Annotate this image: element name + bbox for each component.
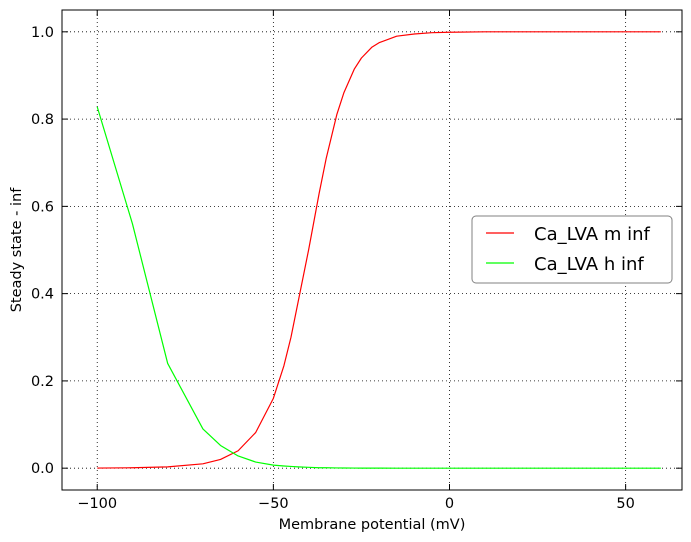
ticks: −100 −50 0 50 0.0 0.2 0.4 0.6 0.8 1.0	[31, 10, 682, 512]
x-tick-label: 0	[445, 496, 454, 512]
series-line-0	[97, 31, 661, 469]
legend-label-m-inf: Ca_LVA m inf	[534, 224, 651, 245]
x-tick-label: −100	[77, 496, 117, 512]
series-lines	[96, 31, 661, 469]
x-tick-label: 50	[616, 496, 634, 512]
series-line-1	[96, 106, 661, 469]
y-tick-label: 0.6	[31, 199, 54, 215]
x-tick-label: −50	[258, 496, 289, 512]
y-tick-label: 0.0	[31, 461, 54, 477]
y-axis-label: Steady state - inf	[9, 187, 25, 312]
legend: Ca_LVA m inf Ca_LVA h inf	[471, 215, 673, 284]
legend-box	[471, 215, 673, 284]
x-axis-label: Membrane potential (mV)	[279, 517, 466, 533]
y-tick-label: 0.2	[31, 374, 54, 390]
y-tick-label: 0.4	[31, 287, 54, 303]
y-tick-label: 1.0	[31, 25, 54, 41]
plot-frame	[61, 9, 683, 491]
legend-label-h-inf: Ca_LVA h inf	[534, 254, 644, 275]
y-tick-label: 0.8	[31, 112, 54, 128]
